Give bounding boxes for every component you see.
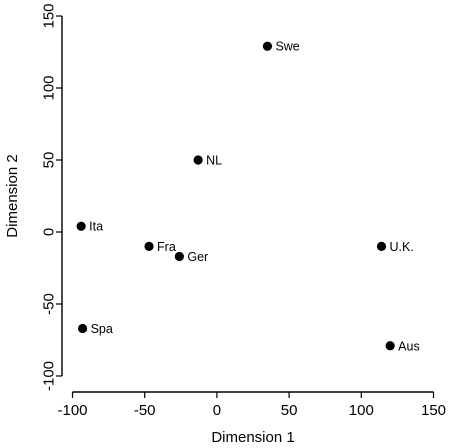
data-point-ger	[174, 251, 184, 262]
data-point-ita	[76, 221, 86, 231]
data-points: Swe NL Ita Fra Ger U.K. Spa Aus	[76, 40, 420, 353]
y-tick-label: 0	[41, 228, 58, 236]
point-label: NL	[206, 154, 222, 168]
y-tick-label: 150	[41, 3, 58, 28]
x-tick-label: 0	[213, 402, 221, 419]
x-tick-label: 50	[281, 402, 298, 419]
point-label: Ita	[89, 220, 103, 234]
y-tick-label: -50	[41, 293, 58, 315]
y-tick-label: 100	[41, 75, 58, 100]
x-axis-title: Dimension 1	[211, 429, 294, 446]
point-label: Ger	[187, 250, 208, 264]
point-label: Fra	[157, 240, 176, 254]
data-point-spa	[78, 323, 88, 334]
x-axis: -100 -50 0 50 100 150	[57, 391, 446, 419]
data-point-uk	[376, 241, 387, 251]
data-point-swe	[262, 41, 273, 51]
x-tick-label: -100	[57, 402, 87, 419]
y-axis: -100 -50 0 50 100 150	[41, 3, 63, 391]
point-label: Swe	[275, 40, 299, 54]
data-point-fra	[144, 241, 154, 251]
y-tick-label: -100	[41, 361, 58, 391]
data-point-aus	[385, 341, 395, 351]
y-axis-title: Dimension 2	[4, 154, 21, 237]
x-tick-label: 100	[349, 402, 374, 419]
y-tick-label: 50	[41, 152, 58, 169]
point-label: Spa	[91, 322, 113, 336]
x-tick-label: -50	[134, 402, 156, 419]
point-label: U.K.	[390, 240, 414, 254]
point-label: Aus	[398, 339, 420, 353]
x-tick-label: 150	[421, 402, 446, 419]
data-point-nl	[193, 155, 203, 165]
